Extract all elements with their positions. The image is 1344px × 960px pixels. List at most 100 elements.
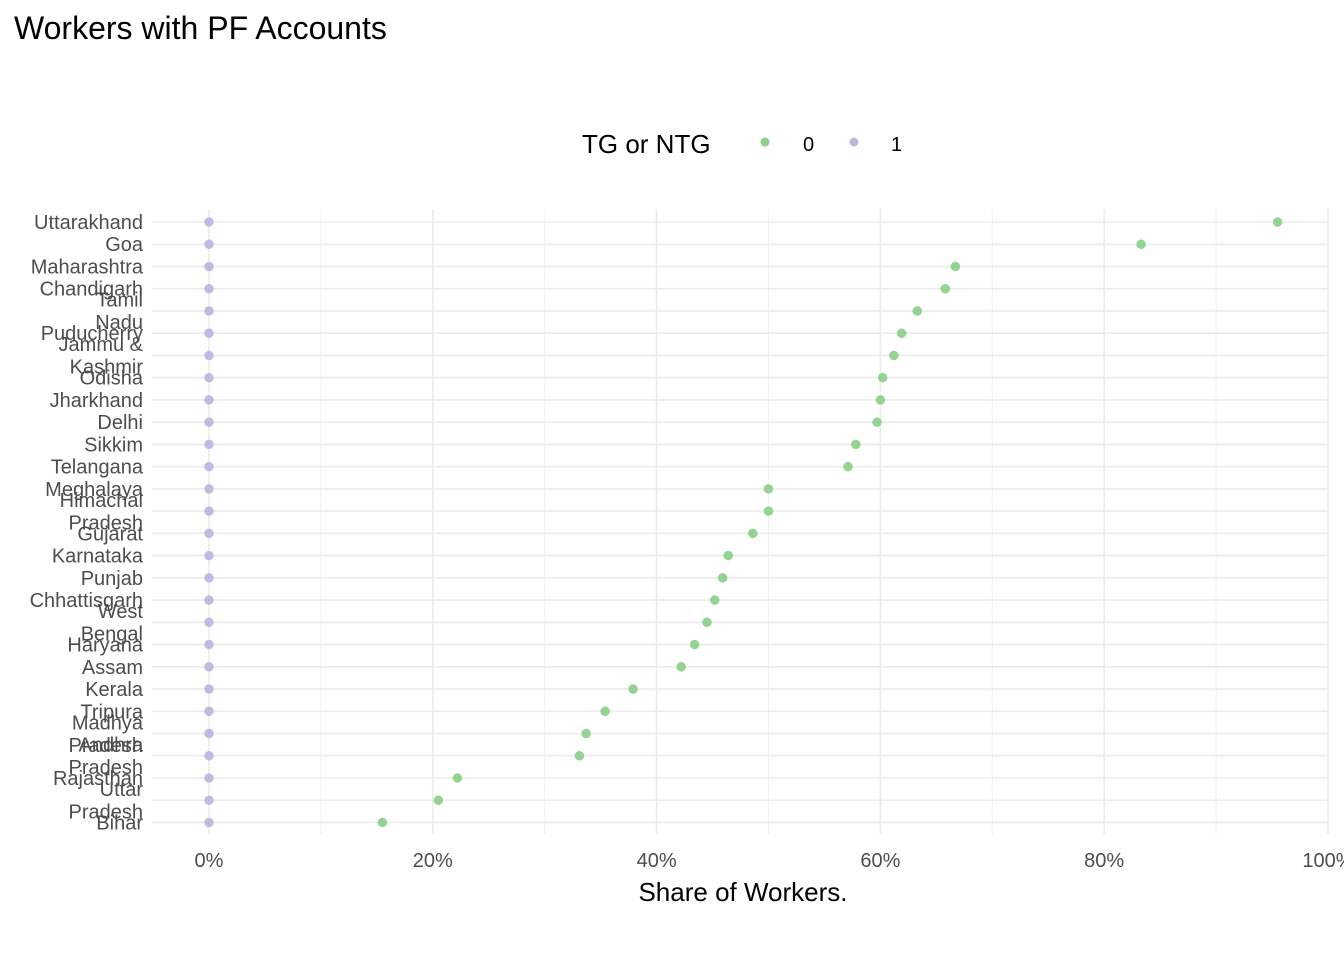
point-series-1 xyxy=(204,306,214,316)
point-series-0 xyxy=(581,728,591,739)
y-tick-label: Uttar Pradesh xyxy=(69,779,144,824)
point-series-1 xyxy=(204,217,214,227)
point-series-0 xyxy=(628,684,638,694)
point-series-0 xyxy=(843,461,853,472)
point-series-1 xyxy=(204,461,214,472)
y-tick-labels: UttarakhandGoaMaharashtraChandigarhTamil… xyxy=(30,212,144,834)
x-tick-label: 20% xyxy=(413,850,453,872)
y-tick-label: Odisha xyxy=(80,368,144,390)
point-series-0 xyxy=(851,439,861,450)
point-series-1 xyxy=(204,795,214,805)
point-series-0 xyxy=(1136,239,1146,249)
chart-title: Workers with PF Accounts xyxy=(14,10,387,46)
point-series-0 xyxy=(763,484,774,494)
point-series-1 xyxy=(204,595,214,605)
point-series-1 xyxy=(204,328,214,338)
points-layer xyxy=(204,217,1283,828)
x-tick-label: 60% xyxy=(860,850,900,872)
point-series-1 xyxy=(204,728,214,739)
point-series-1 xyxy=(204,617,214,628)
y-tick-label: Gujarat xyxy=(77,523,143,545)
grid-layer xyxy=(152,209,1329,834)
x-tick-label: 0% xyxy=(195,850,224,872)
y-tick-label: Punjab xyxy=(81,568,143,590)
y-tick-label: Tripura xyxy=(80,701,143,723)
point-series-0 xyxy=(763,506,774,516)
y-tick-label: Rajasthan xyxy=(53,768,143,790)
point-series-1 xyxy=(204,684,214,694)
point-series-0 xyxy=(717,573,728,583)
point-series-1 xyxy=(204,350,214,361)
point-series-1 xyxy=(204,283,214,294)
y-tick-label: Telangana xyxy=(51,457,144,479)
point-series-0 xyxy=(723,550,733,561)
point-series-1 xyxy=(204,573,214,583)
point-series-1 xyxy=(204,484,214,494)
y-tick-label: Jammu & Kashmir xyxy=(59,334,144,379)
y-tick-label: Assam xyxy=(82,657,143,679)
legend-swatch-0 xyxy=(760,137,770,147)
y-tick-label: Haryana xyxy=(67,635,143,657)
point-series-1 xyxy=(204,817,214,828)
y-tick-label: Puducherry xyxy=(41,323,143,345)
point-series-1 xyxy=(204,639,214,650)
point-series-1 xyxy=(204,417,214,427)
x-tick-label: 40% xyxy=(637,850,677,872)
point-series-1 xyxy=(204,662,214,672)
y-tick-label: Andhra Pradesh xyxy=(69,735,144,780)
y-tick-label: Sikkim xyxy=(84,434,143,456)
point-series-1 xyxy=(204,261,214,272)
point-series-0 xyxy=(748,528,758,539)
x-tick-label: 80% xyxy=(1084,850,1124,872)
y-tick-label: Tamil Nadu xyxy=(95,290,143,335)
y-tick-label: Himachal Pradesh xyxy=(60,490,143,535)
point-series-0 xyxy=(676,662,686,672)
y-tick-label: Uttarakhand xyxy=(34,212,143,234)
y-tick-label: Chandigarh xyxy=(40,279,143,301)
point-series-0 xyxy=(896,328,907,338)
point-series-1 xyxy=(204,239,214,249)
y-tick-label: Chhattisgarh xyxy=(30,590,143,612)
legend-swatch-1 xyxy=(849,137,859,147)
x-tick-label: 100% xyxy=(1302,850,1344,872)
point-series-0 xyxy=(689,639,700,650)
legend: TG or NTG 0 1 xyxy=(582,129,902,159)
point-series-0 xyxy=(452,773,463,783)
y-tick-label: Jharkhand xyxy=(50,390,143,412)
y-tick-label: Kerala xyxy=(85,679,144,701)
point-series-1 xyxy=(204,550,214,561)
point-series-0 xyxy=(912,306,923,316)
point-series-1 xyxy=(204,751,214,761)
legend-title: TG or NTG xyxy=(582,129,711,159)
point-series-0 xyxy=(702,617,712,628)
x-tick-labels: 0% 20% 40% 60% 80% 100% xyxy=(195,850,1344,872)
point-series-1 xyxy=(204,395,214,405)
legend-label-0: 0 xyxy=(803,134,814,156)
x-axis-title: Share of Workers. xyxy=(638,877,847,907)
point-series-0 xyxy=(377,817,388,828)
point-series-0 xyxy=(574,751,585,761)
point-series-0 xyxy=(710,595,720,605)
point-series-0 xyxy=(889,350,899,361)
point-series-1 xyxy=(204,528,214,539)
point-series-0 xyxy=(600,706,610,717)
point-series-0 xyxy=(875,395,886,405)
y-tick-label: Bihar xyxy=(96,812,143,834)
y-tick-label: Maharashtra xyxy=(31,256,144,278)
point-series-0 xyxy=(433,795,444,805)
point-series-0 xyxy=(877,372,888,383)
y-tick-label: West Bengal xyxy=(81,601,144,646)
point-series-1 xyxy=(204,439,214,450)
point-series-0 xyxy=(940,283,951,294)
point-series-0 xyxy=(1272,217,1283,227)
y-tick-label: Meghalaya xyxy=(45,479,144,501)
point-series-1 xyxy=(204,773,214,783)
point-series-1 xyxy=(204,506,214,516)
y-tick-label: Madhya Pradesh xyxy=(69,712,144,757)
point-series-1 xyxy=(204,706,214,717)
point-series-0 xyxy=(872,417,882,427)
y-tick-label: Karnataka xyxy=(52,546,144,568)
point-series-1 xyxy=(204,372,214,383)
y-tick-label: Delhi xyxy=(97,412,143,434)
